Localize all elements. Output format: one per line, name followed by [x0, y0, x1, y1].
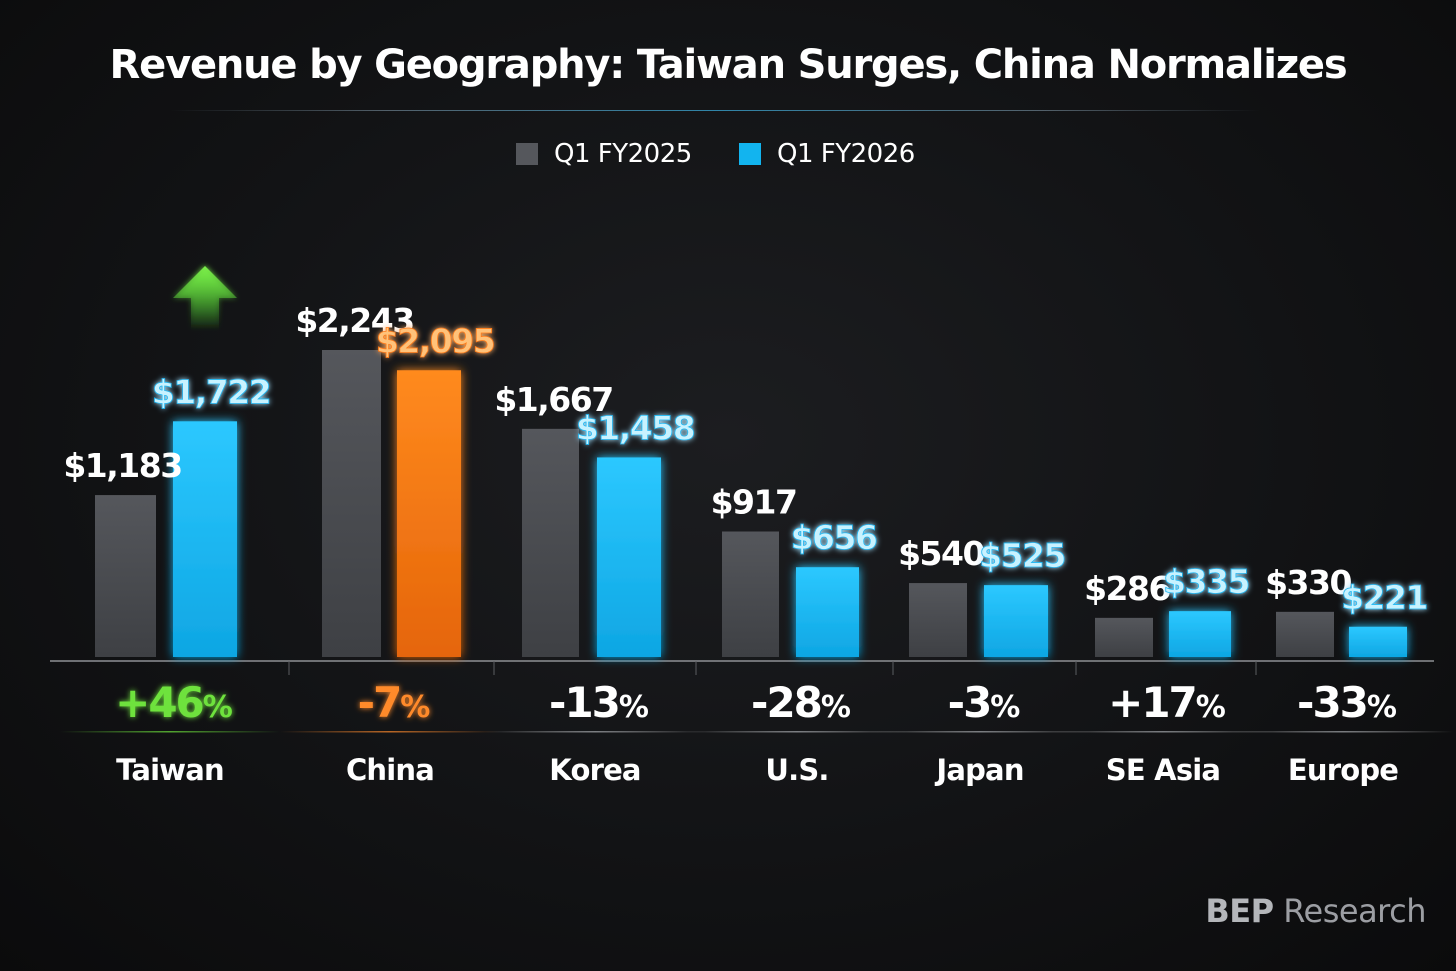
- value-label-q1-fy2026-taiwan: $1,722: [152, 372, 270, 411]
- value-label-q1-fy2025-se-asia: $286: [1084, 569, 1170, 608]
- change-unit-japan: %: [990, 690, 1020, 725]
- change-value-china: -7: [358, 678, 401, 727]
- legend-swatch-q1-fy2026: [739, 143, 761, 165]
- value-label-q1-fy2025-europe: $330: [1265, 563, 1351, 602]
- bar-q1-fy2026-korea: [597, 457, 661, 657]
- change-value-se-asia: +17: [1108, 678, 1196, 727]
- change-value-korea: -13: [549, 678, 619, 727]
- change-japan: -3%: [948, 678, 1021, 727]
- change-value-taiwan: +46: [115, 678, 203, 727]
- bar-q1-fy2026-japan: [984, 585, 1048, 657]
- category-label-japan: Japan: [934, 753, 1023, 787]
- change-divider-china: [280, 731, 500, 733]
- bar-q1-fy2025-japan: [909, 583, 967, 657]
- change-unit-u-s: %: [821, 690, 851, 725]
- legend-item-q1-fy2025: Q1 FY2025: [516, 138, 692, 170]
- legend-swatch-q1-fy2025: [516, 143, 538, 165]
- category-label-korea: Korea: [549, 753, 640, 787]
- change-divider-se-asia: [1053, 731, 1273, 733]
- change-u-s: -28%: [751, 678, 851, 727]
- bar-q1-fy2025-china: [322, 350, 381, 657]
- change-divider-europe: [1233, 731, 1453, 733]
- category-label-taiwan: Taiwan: [116, 753, 224, 787]
- bar-q1-fy2026-taiwan: [173, 421, 237, 657]
- value-label-q1-fy2025-japan: $540: [898, 534, 984, 573]
- growth-arrow-icon: [173, 266, 237, 330]
- change-europe: -33%: [1297, 678, 1397, 727]
- value-label-q1-fy2026-se-asia: $335: [1163, 562, 1249, 601]
- bar-q1-fy2026-china: [397, 370, 461, 657]
- change-china: -7%: [358, 678, 431, 727]
- change-korea: -13%: [549, 678, 649, 727]
- value-label-q1-fy2025-korea: $1,667: [494, 380, 612, 419]
- value-label-q1-fy2025-u-s: $917: [711, 482, 797, 521]
- brand-rest: Research: [1273, 892, 1426, 930]
- value-label-q1-fy2025-china: $2,243: [295, 301, 413, 340]
- title-divider: [170, 110, 1260, 111]
- change-divider-japan: [870, 731, 1090, 733]
- chart-title: Revenue by Geography: Taiwan Surges, Chi…: [109, 42, 1348, 88]
- category-label-u-s: U.S.: [765, 753, 828, 787]
- value-label-q1-fy2026-u-s: $656: [791, 518, 877, 557]
- category-label-china: China: [346, 753, 434, 787]
- change-divider-u-s: [687, 731, 907, 733]
- change-unit-korea: %: [619, 690, 649, 725]
- change-unit-europe: %: [1367, 690, 1397, 725]
- value-label-q1-fy2026-korea: $1,458: [576, 408, 694, 447]
- category-label-europe: Europe: [1288, 753, 1398, 787]
- change-unit-se-asia: %: [1196, 690, 1226, 725]
- legend-item-q1-fy2026: Q1 FY2026: [739, 138, 915, 170]
- legend-label-q1-fy2025: Q1 FY2025: [554, 139, 692, 169]
- bar-q1-fy2025-se-asia: [1095, 617, 1153, 657]
- bar-q1-fy2025-europe: [1276, 611, 1334, 657]
- value-label-q1-fy2026-china: $2,095: [376, 321, 494, 360]
- bar-q1-fy2026-u-s: [796, 567, 859, 657]
- change-unit-taiwan: %: [203, 690, 233, 725]
- change-divider-taiwan: [60, 731, 280, 733]
- bar-q1-fy2025-taiwan: [95, 495, 156, 657]
- value-label-q1-fy2026-japan: $525: [979, 536, 1065, 575]
- value-label-q1-fy2025-taiwan: $1,183: [63, 446, 181, 485]
- change-divider-korea: [485, 731, 705, 733]
- bar-q1-fy2025-u-s: [722, 531, 779, 657]
- category-label-se-asia: SE Asia: [1106, 753, 1220, 787]
- bar-q1-fy2025-korea: [522, 428, 579, 657]
- value-label-q1-fy2026-europe: $221: [1341, 578, 1427, 617]
- brand-watermark: BEP Research: [1205, 892, 1426, 930]
- change-taiwan: +46%: [115, 678, 233, 727]
- change-value-japan: -3: [948, 678, 991, 727]
- brand-bold: BEP: [1205, 892, 1274, 930]
- bar-q1-fy2026-europe: [1349, 626, 1407, 657]
- change-value-u-s: -28: [751, 678, 821, 727]
- change-se-asia: +17%: [1108, 678, 1226, 727]
- change-unit-china: %: [400, 690, 430, 725]
- bar-q1-fy2026-se-asia: [1169, 611, 1231, 657]
- legend-label-q1-fy2026: Q1 FY2026: [777, 139, 915, 169]
- change-value-europe: -33: [1297, 678, 1367, 727]
